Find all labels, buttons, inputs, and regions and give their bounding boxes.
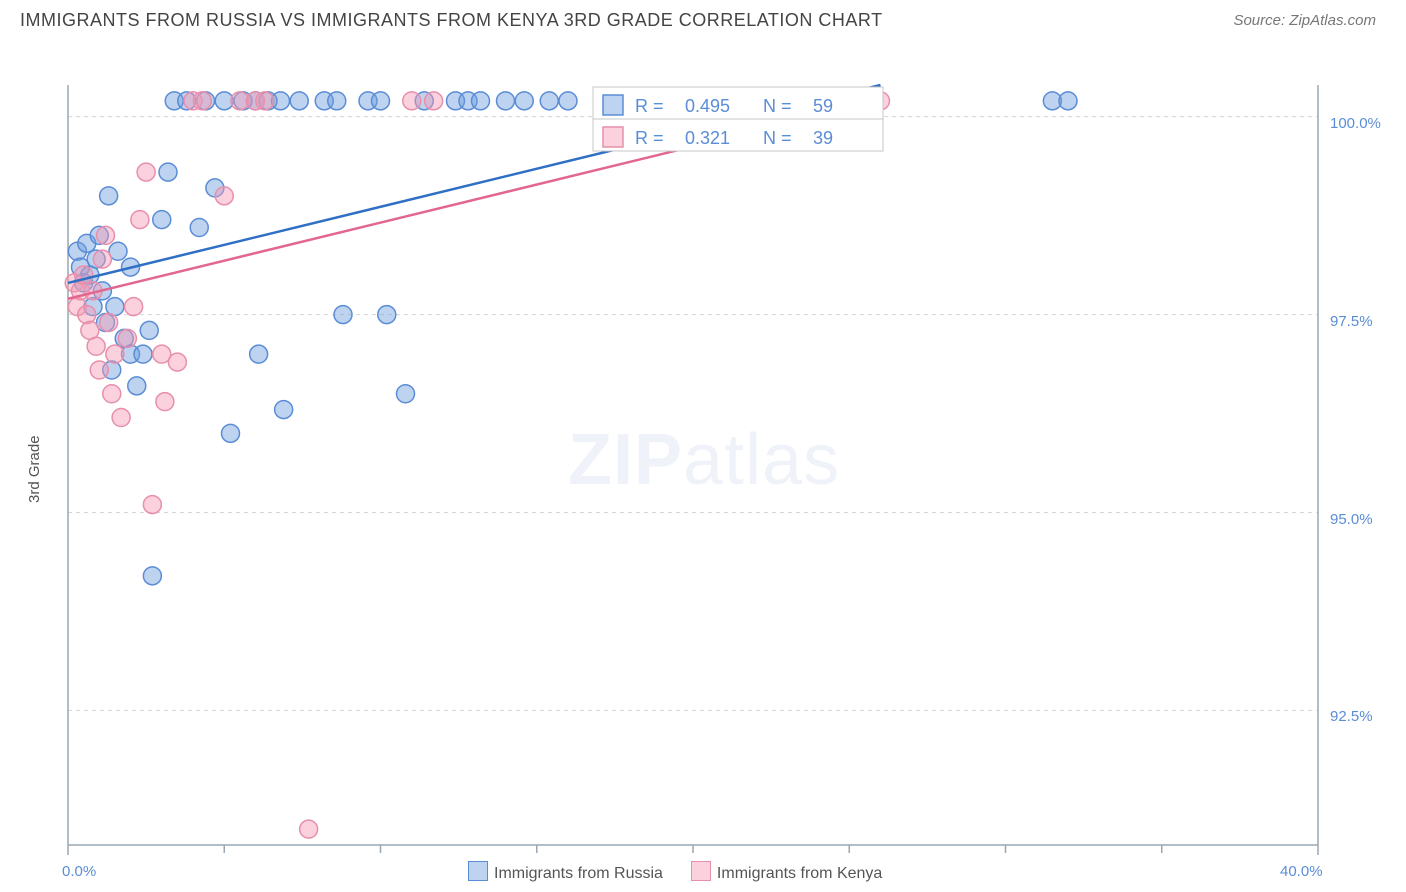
svg-text:59: 59	[813, 96, 833, 116]
x-tick-label: 0.0%	[62, 863, 96, 880]
chart-source: Source: ZipAtlas.com	[1233, 12, 1376, 29]
data-point	[131, 211, 149, 229]
data-point	[515, 92, 533, 110]
data-point	[134, 345, 152, 363]
scatter-chart: R = 0.495 N = 59 R = 0.321 N = 39	[20, 37, 1340, 857]
data-point	[97, 226, 115, 244]
data-point	[168, 353, 186, 371]
legend-swatch	[691, 861, 711, 881]
data-point	[106, 345, 124, 363]
x-tick-label: 40.0%	[1280, 863, 1323, 880]
data-point	[103, 385, 121, 403]
data-point	[100, 187, 118, 205]
data-point	[190, 219, 208, 237]
data-point	[472, 92, 490, 110]
data-point	[153, 211, 171, 229]
data-point	[137, 163, 155, 181]
data-point	[497, 92, 515, 110]
data-point	[328, 92, 346, 110]
y-tick-label: 92.5%	[1330, 708, 1373, 725]
y-tick-label: 97.5%	[1330, 313, 1373, 330]
data-point	[403, 92, 421, 110]
legend-item: Immigrants from Kenya	[691, 861, 882, 883]
data-point	[559, 92, 577, 110]
data-point	[156, 393, 174, 411]
data-point	[118, 329, 136, 347]
svg-text:0.321: 0.321	[685, 128, 730, 148]
data-point	[540, 92, 558, 110]
data-point	[425, 92, 443, 110]
svg-text:R =: R =	[635, 96, 664, 116]
legend-label: Immigrants from Russia	[494, 865, 663, 882]
data-point	[143, 496, 161, 514]
bottom-legend: Immigrants from Russia Immigrants from Ke…	[468, 861, 882, 883]
data-point	[222, 424, 240, 442]
legend-label: Immigrants from Kenya	[717, 865, 882, 882]
y-tick-label: 100.0%	[1330, 115, 1381, 132]
data-point	[1059, 92, 1077, 110]
data-point	[290, 92, 308, 110]
data-point	[90, 361, 108, 379]
data-point	[100, 314, 118, 332]
data-point	[300, 820, 318, 838]
data-point	[334, 306, 352, 324]
data-point	[256, 92, 274, 110]
data-point	[128, 377, 146, 395]
data-point	[140, 321, 158, 339]
data-point	[78, 306, 96, 324]
stats-legend: R = 0.495 N = 59 R = 0.321 N = 39	[593, 87, 883, 151]
y-tick-label: 95.0%	[1330, 511, 1373, 528]
y-axis-label: 3rd Grade	[26, 435, 43, 503]
data-point	[250, 345, 268, 363]
data-point	[87, 337, 105, 355]
data-point	[125, 298, 143, 316]
legend-swatch	[468, 861, 488, 881]
data-point	[275, 401, 293, 419]
data-point	[215, 187, 233, 205]
svg-text:N =: N =	[763, 96, 792, 116]
data-point	[93, 250, 111, 268]
chart-area: R = 0.495 N = 59 R = 0.321 N = 39 3rd Grade 92.…	[20, 37, 1376, 862]
svg-text:0.495: 0.495	[685, 96, 730, 116]
data-point	[143, 567, 161, 585]
svg-text:N =: N =	[763, 128, 792, 148]
header: IMMIGRANTS FROM RUSSIA VS IMMIGRANTS FRO…	[0, 0, 1406, 37]
chart-title: IMMIGRANTS FROM RUSSIA VS IMMIGRANTS FRO…	[20, 10, 883, 31]
data-point	[193, 92, 211, 110]
legend-item: Immigrants from Russia	[468, 861, 663, 883]
data-point	[378, 306, 396, 324]
svg-text:39: 39	[813, 128, 833, 148]
data-point	[112, 409, 130, 427]
data-point	[159, 163, 177, 181]
data-point	[397, 385, 415, 403]
svg-text:R =: R =	[635, 128, 664, 148]
data-point	[372, 92, 390, 110]
